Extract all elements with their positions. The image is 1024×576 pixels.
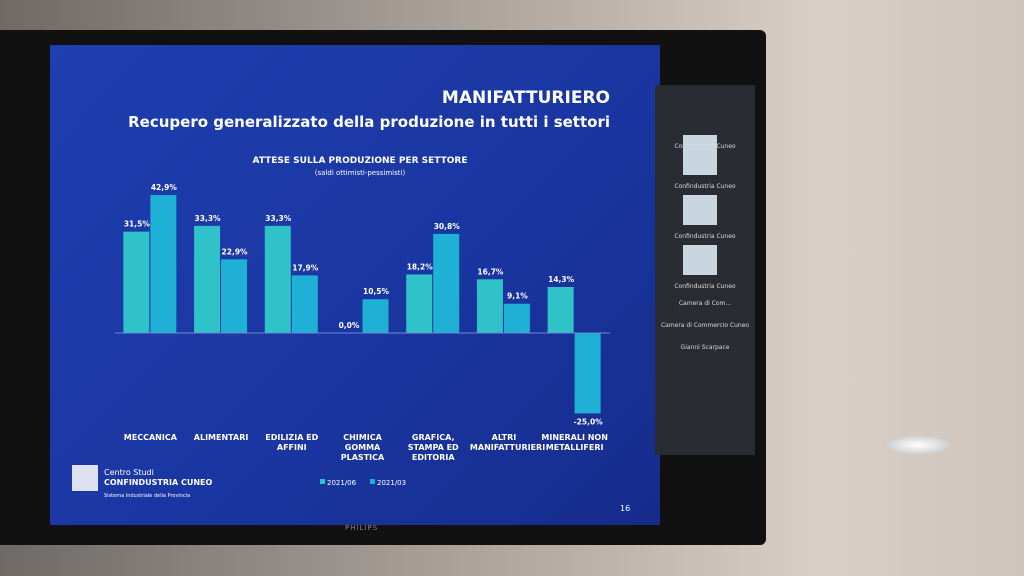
chart-subtitle: ATTESE SULLA PRODUZIONE PER SETTORE — [253, 156, 468, 166]
bar — [362, 299, 389, 333]
participant-name: Confindustria Cuneo — [674, 283, 736, 290]
bar — [406, 274, 433, 333]
bar — [264, 225, 291, 333]
bar — [291, 275, 318, 333]
bar — [574, 333, 601, 414]
logo-text: Sistema Industriale della Provincia — [104, 493, 190, 499]
bar — [476, 279, 503, 333]
video-tile — [683, 145, 717, 175]
bar — [221, 259, 248, 333]
legend-swatch — [370, 479, 375, 484]
data-label: 30,8% — [434, 222, 461, 231]
tv-brand: PHILIPS — [345, 524, 379, 532]
bar — [503, 303, 530, 333]
page-number: 16 — [620, 504, 630, 513]
participant-name: Confindustria Cuneo — [674, 183, 736, 190]
participant-name: Camera di Com... — [678, 300, 732, 307]
bar — [433, 233, 460, 333]
chart-title: Recupero generalizzato della produzione … — [128, 113, 610, 131]
legend-label: 2021/03 — [377, 479, 406, 487]
video-tile — [683, 245, 717, 275]
legend-swatch — [320, 479, 325, 484]
data-label: 33,3% — [195, 214, 222, 223]
video-sidebar: Confindustria Cuneo Confindustria Cuneo Co… — [655, 85, 755, 455]
video-tile — [683, 195, 717, 225]
slide: MANIFATTURIERO Recupero generalizzato de… — [50, 45, 660, 525]
bar — [194, 225, 221, 333]
data-label: -25,0% — [574, 417, 604, 426]
x-tick-label: ALIMENTARI — [193, 433, 249, 442]
bar — [150, 195, 177, 333]
logo-icon — [72, 465, 98, 491]
section-title: MANIFATTURIERO — [442, 88, 610, 108]
data-label: 18,2% — [407, 262, 434, 271]
data-label: 0,0% — [339, 321, 360, 330]
logo-text: Centro Studi — [104, 468, 154, 477]
participant-name: Gianni Scarpace — [680, 344, 730, 351]
x-tick-label: MINERALI NON METALLIFERI — [541, 433, 608, 452]
data-label: 33,3% — [265, 214, 292, 223]
x-tick-label: CHIMICA GOMMA PLASTICA — [340, 433, 385, 462]
x-tick-label: MECCANICA — [123, 433, 177, 442]
data-label: 10,5% — [363, 287, 390, 296]
x-tick-label: EDILIZIA ED AFFINI — [265, 433, 319, 452]
x-tick-label: ALTRI MANIFATTURIERI — [469, 433, 546, 452]
chart: MANIFATTURIERO Recupero generalizzato de… — [72, 88, 630, 513]
data-label: 14,3% — [548, 275, 575, 284]
bar — [547, 287, 574, 333]
legend-label: 2021/06 — [327, 479, 357, 487]
data-label: 22,9% — [222, 247, 249, 256]
data-label: 17,9% — [292, 263, 319, 272]
data-label: 31,5% — [124, 220, 151, 229]
ceiling-light — [886, 436, 950, 454]
participant-name: Camera di Commercio Cuneo — [660, 322, 750, 329]
logo-text: CONFINDUSTRIA CUNEO — [104, 478, 213, 487]
data-label: 16,7% — [477, 267, 504, 276]
data-label: 9,1% — [507, 292, 528, 301]
participant-name: Confindustria Cuneo — [674, 233, 736, 240]
x-tick-label: GRAFICA, STAMPA ED EDITORIA — [407, 433, 459, 462]
chart-note: (saldi ottimisti-pessimisti) — [315, 169, 406, 177]
bar — [123, 231, 150, 333]
data-label: 42,9% — [151, 183, 178, 192]
